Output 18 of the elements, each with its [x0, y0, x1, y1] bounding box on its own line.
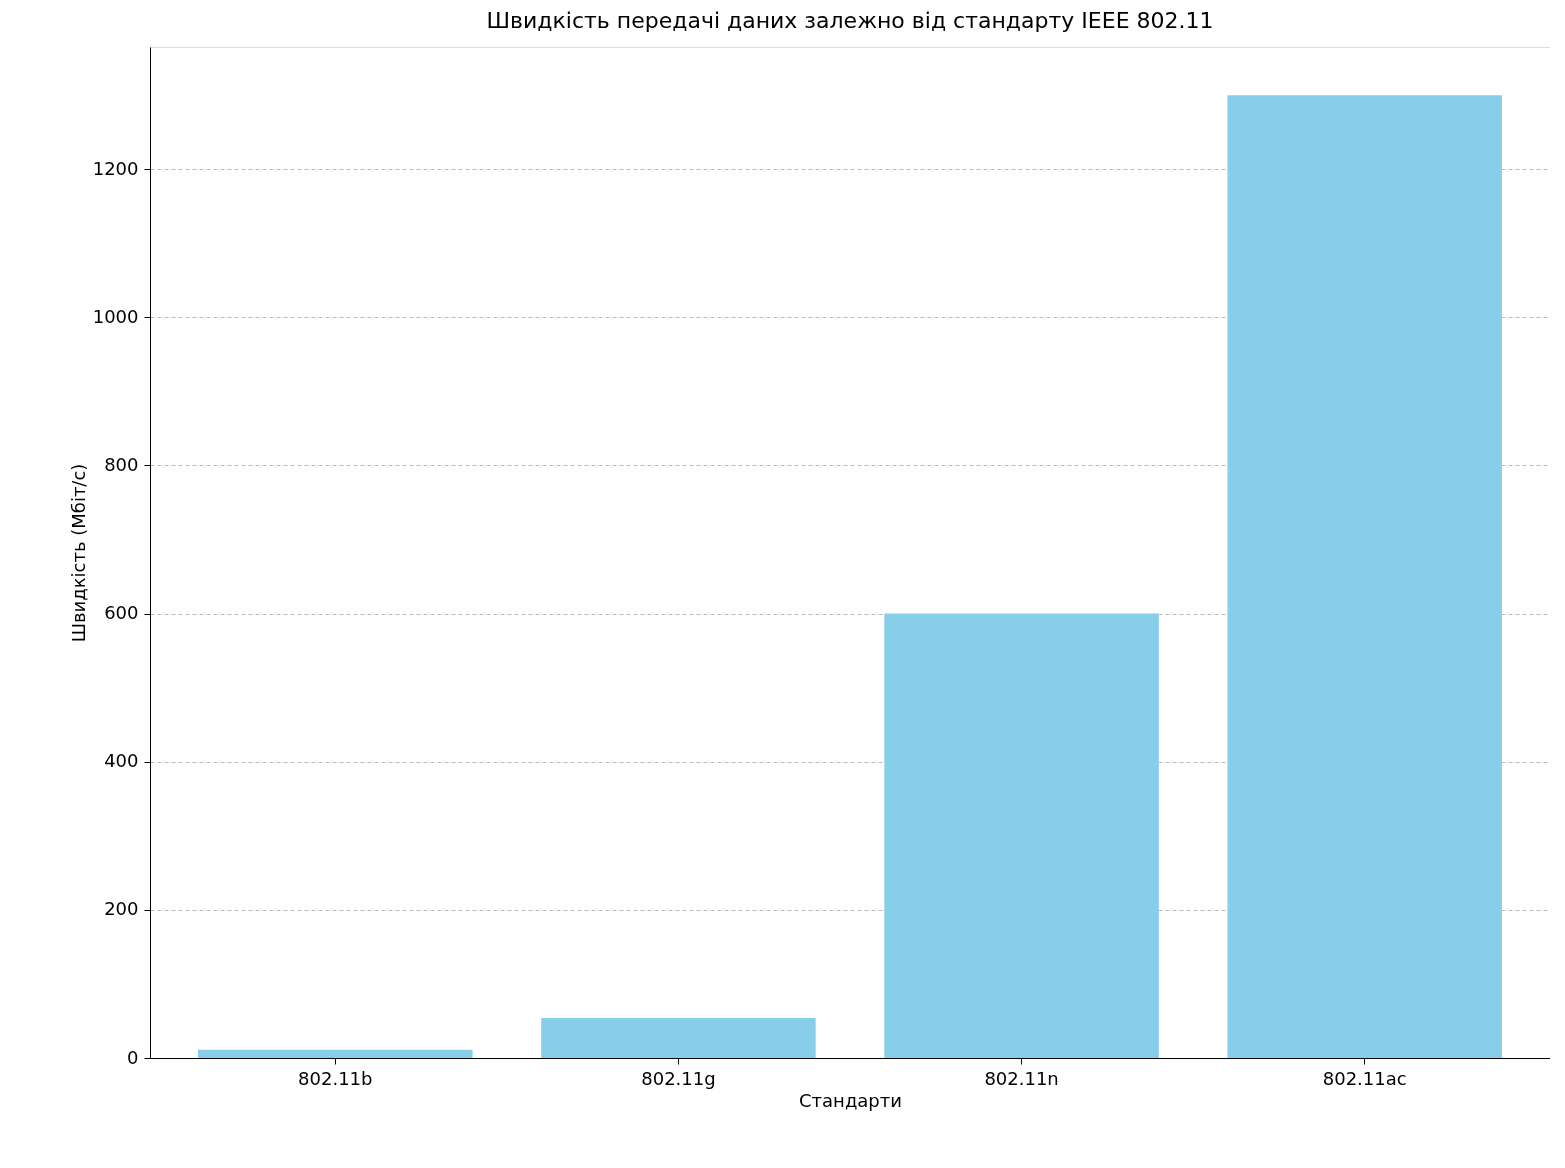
y-tick-label: 400 [104, 750, 139, 772]
y-axis-title: Швидкість (Мбіт/с) [67, 463, 89, 643]
bar [1227, 95, 1502, 1058]
y-tick-label: 1000 [92, 305, 139, 327]
chart-title: Швидкість передачі даних залежно від стандарту IEEE 802.11 [486, 8, 1214, 33]
x-tick-label: 802.11n [984, 1067, 1059, 1089]
y-tick-label: 200 [104, 898, 139, 920]
y-tick-label: 1200 [92, 157, 139, 179]
x-tick-label: 802.11b [298, 1067, 373, 1089]
y-tick-label: 0 [127, 1046, 139, 1068]
x-axis-title: Стандарти [799, 1089, 902, 1111]
bar [541, 1018, 816, 1058]
x-tick-label: 802.11ac [1322, 1067, 1407, 1089]
x-tick-label: 802.11g [641, 1067, 716, 1089]
bar [884, 613, 1159, 1058]
y-tick-label: 600 [104, 602, 139, 624]
bar [198, 1049, 473, 1058]
y-tick-label: 800 [104, 453, 139, 475]
